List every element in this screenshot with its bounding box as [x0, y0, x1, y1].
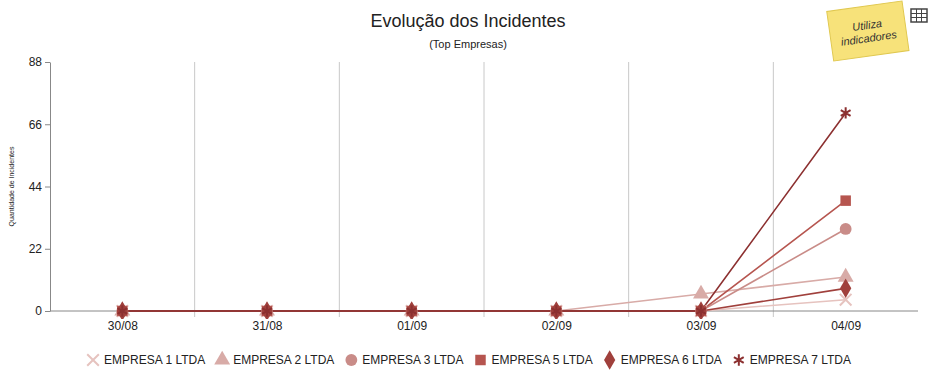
y-tick-mark — [45, 187, 50, 188]
y-tick-label: 88 — [29, 55, 43, 69]
y-tick-label: 0 — [35, 304, 42, 318]
series-marker — [841, 107, 851, 118]
grid-line — [628, 62, 629, 317]
y-tick: 88 — [29, 55, 50, 69]
series-marker — [840, 223, 852, 235]
y-tick: 44 — [29, 180, 50, 194]
series-marker — [117, 305, 127, 316]
y-tick: 0 — [35, 304, 50, 318]
legend-symbol — [345, 354, 357, 366]
series-marker — [407, 305, 417, 316]
y-axis-title: Quantidade de Incidentes — [8, 146, 16, 226]
grid-line — [194, 62, 195, 317]
series-line — [122, 288, 845, 311]
y-tick-mark — [45, 311, 50, 312]
grid-line — [339, 62, 340, 317]
legend-label: EMPRESA 5 LTDA — [492, 353, 593, 367]
subtitle: (Top Empresas) — [429, 38, 507, 50]
y-tick-mark — [45, 249, 50, 250]
series-marker — [262, 305, 272, 316]
series-marker — [406, 301, 417, 319]
x-tick: 04/09 — [831, 311, 861, 333]
icon-line — [911, 13, 927, 14]
x-axis: 30/08 31/08 01/09 02/09 03/09 04/09 — [50, 311, 918, 333]
icon-line — [921, 9, 922, 22]
grid — [195, 62, 774, 317]
series-marker — [840, 195, 850, 205]
series-line — [122, 201, 845, 311]
y-tick-mark — [45, 62, 50, 63]
legend-item: EMPRESA 7 LTDA — [734, 353, 851, 367]
icon-line — [916, 9, 917, 22]
series-marker — [261, 301, 272, 319]
y-tick: 66 — [29, 118, 50, 132]
series-marker — [693, 285, 709, 299]
note-paper — [827, 1, 909, 61]
series-marker — [840, 279, 851, 299]
legend-label: EMPRESA 6 LTDA — [621, 353, 722, 367]
y-tick-label: 44 — [29, 180, 43, 194]
x-tick-label: 02/09 — [542, 319, 572, 333]
legend-label: EMPRESA 2 LTDA — [233, 353, 334, 367]
legend-item: EMPRESA 6 LTDA — [604, 350, 722, 370]
legend-symbol — [87, 354, 99, 366]
legend-item: EMPRESA 3 LTDA — [345, 353, 463, 367]
icon-line — [911, 17, 927, 18]
grid-line — [484, 62, 485, 317]
legend-symbol — [604, 350, 615, 370]
y-axis: 0 22 44 66 88 — [29, 55, 51, 318]
legend-item: EMPRESA 2 LTDA — [214, 351, 334, 367]
legend-symbol — [734, 354, 744, 365]
x-tick-label: 04/09 — [831, 319, 861, 333]
y-tick-label: 66 — [29, 118, 43, 132]
series-line — [122, 113, 845, 311]
icon-frame — [911, 9, 927, 22]
y-tick-label: 22 — [29, 242, 43, 256]
y-axis-line — [50, 63, 51, 312]
y-tick: 22 — [29, 242, 50, 256]
plot-area — [114, 107, 853, 319]
y-tick-mark — [45, 124, 50, 125]
legend-label: EMPRESA 3 LTDA — [362, 353, 463, 367]
legend: EMPRESA 1 LTDA EMPRESA 2 LTDA EMPRESA 3 LT… — [87, 350, 851, 370]
legend-label: EMPRESA 1 LTDA — [104, 353, 205, 367]
grid-line — [773, 62, 774, 317]
x-tick-label: 30/08 — [108, 319, 138, 333]
legend-label: EMPRESA 7 LTDA — [750, 353, 851, 367]
annotation-note: Utilizaindicadores — [827, 1, 909, 61]
legend-item: EMPRESA 1 LTDA — [87, 353, 205, 367]
x-tick-label: 01/09 — [397, 319, 427, 333]
table-icon — [911, 9, 927, 22]
series-marker — [117, 301, 128, 319]
series-line — [122, 277, 845, 311]
series-marker — [696, 305, 706, 316]
legend-item: EMPRESA 5 LTDA — [475, 353, 592, 367]
chart: Evolução dos Incidentes (Top Empresas) Uti… — [0, 0, 937, 384]
legend-symbol — [214, 351, 230, 365]
legend-symbol — [475, 355, 485, 365]
x-tick-label: 31/08 — [252, 319, 282, 333]
series-marker — [695, 301, 706, 319]
series-marker — [551, 305, 561, 316]
annotation-text: Utilizaindicadores — [838, 15, 898, 48]
x-tick-label: 03/09 — [686, 319, 716, 333]
series-marker — [551, 301, 562, 319]
title: Evolução dos Incidentes — [370, 11, 565, 31]
series-line — [122, 229, 845, 311]
